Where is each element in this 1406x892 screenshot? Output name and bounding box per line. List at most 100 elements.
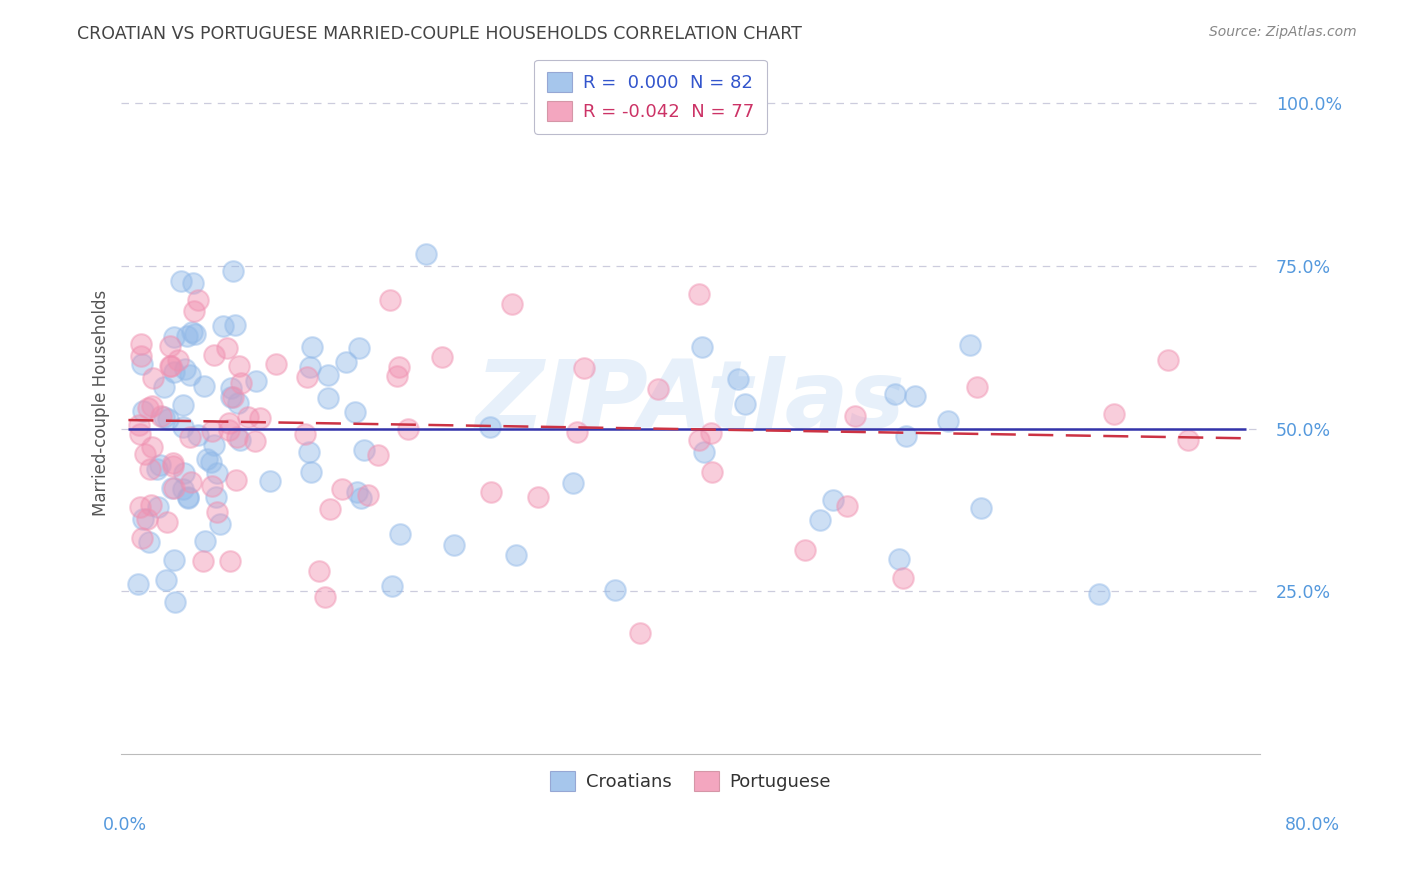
Point [688, 287, 710, 301]
Point [193, 379, 215, 393]
Point [415, 246, 437, 260]
Point [217, 342, 239, 356]
Point [205, 467, 228, 481]
Point [131, 531, 153, 545]
Point [205, 491, 228, 505]
Point [131, 357, 153, 371]
Point [904, 389, 927, 403]
Point [808, 513, 831, 527]
Point [155, 574, 177, 588]
Point [222, 264, 245, 278]
Point [727, 372, 749, 386]
Point [173, 482, 195, 496]
Point [225, 473, 247, 487]
Point [837, 499, 859, 513]
Point [129, 349, 152, 363]
Point [201, 479, 224, 493]
Point [367, 448, 389, 462]
Point [301, 340, 323, 354]
Point [959, 338, 981, 352]
Point [350, 491, 373, 505]
Point [294, 426, 316, 441]
Point [187, 428, 209, 442]
Point [690, 340, 713, 354]
Point [153, 410, 176, 425]
Point [170, 273, 193, 287]
Point [219, 390, 242, 404]
Point [966, 379, 988, 393]
Point [205, 505, 228, 519]
Point [505, 549, 527, 563]
Point [142, 370, 165, 384]
Point [628, 625, 651, 640]
Point [316, 368, 339, 382]
Point [172, 420, 194, 434]
Point [129, 426, 152, 441]
Point [127, 576, 149, 591]
Point [201, 424, 224, 438]
Point [172, 398, 194, 412]
Point [308, 564, 330, 578]
Point [146, 462, 169, 476]
Point [128, 418, 150, 433]
Point [163, 330, 186, 344]
Point [180, 325, 202, 339]
Point [157, 411, 180, 425]
Point [152, 380, 174, 394]
Point [194, 533, 217, 548]
Point [314, 590, 336, 604]
Point [141, 440, 163, 454]
Point [219, 381, 242, 395]
Point [970, 501, 993, 516]
Point [180, 475, 202, 489]
Point [200, 454, 222, 468]
Point [1088, 587, 1111, 601]
Point [218, 554, 240, 568]
Point [228, 359, 250, 373]
Point [229, 433, 252, 447]
Point [259, 474, 281, 488]
Point [387, 369, 409, 384]
Point [150, 409, 173, 424]
Point [647, 382, 669, 396]
Point [295, 369, 318, 384]
Point [226, 396, 249, 410]
Point [388, 359, 411, 374]
Point [347, 341, 370, 355]
Point [478, 419, 501, 434]
Point [430, 350, 453, 364]
Point [173, 466, 195, 480]
Point [527, 490, 550, 504]
Point [159, 338, 181, 352]
Point [823, 493, 845, 508]
Point [129, 500, 152, 515]
Point [389, 526, 412, 541]
Point [346, 485, 368, 500]
Point [159, 359, 181, 373]
Point [177, 490, 200, 504]
Point [896, 429, 918, 443]
Text: 0.0%: 0.0% [103, 816, 146, 834]
Point [249, 410, 271, 425]
Point [396, 422, 419, 436]
Point [793, 543, 815, 558]
Point [335, 355, 357, 369]
Point [156, 515, 179, 529]
Point [891, 571, 914, 585]
Point [702, 465, 724, 479]
Point [889, 551, 911, 566]
Point [166, 353, 188, 368]
Point [187, 293, 209, 307]
Point [319, 501, 342, 516]
Point [183, 304, 205, 318]
Point [734, 397, 756, 411]
Legend: Croatians, Portuguese: Croatians, Portuguese [543, 764, 838, 798]
Point [163, 481, 186, 495]
Point [129, 337, 152, 351]
Point [299, 465, 322, 479]
Point [179, 430, 201, 444]
Point [1104, 408, 1126, 422]
Point [132, 403, 155, 417]
Point [177, 491, 200, 506]
Point [936, 414, 959, 428]
